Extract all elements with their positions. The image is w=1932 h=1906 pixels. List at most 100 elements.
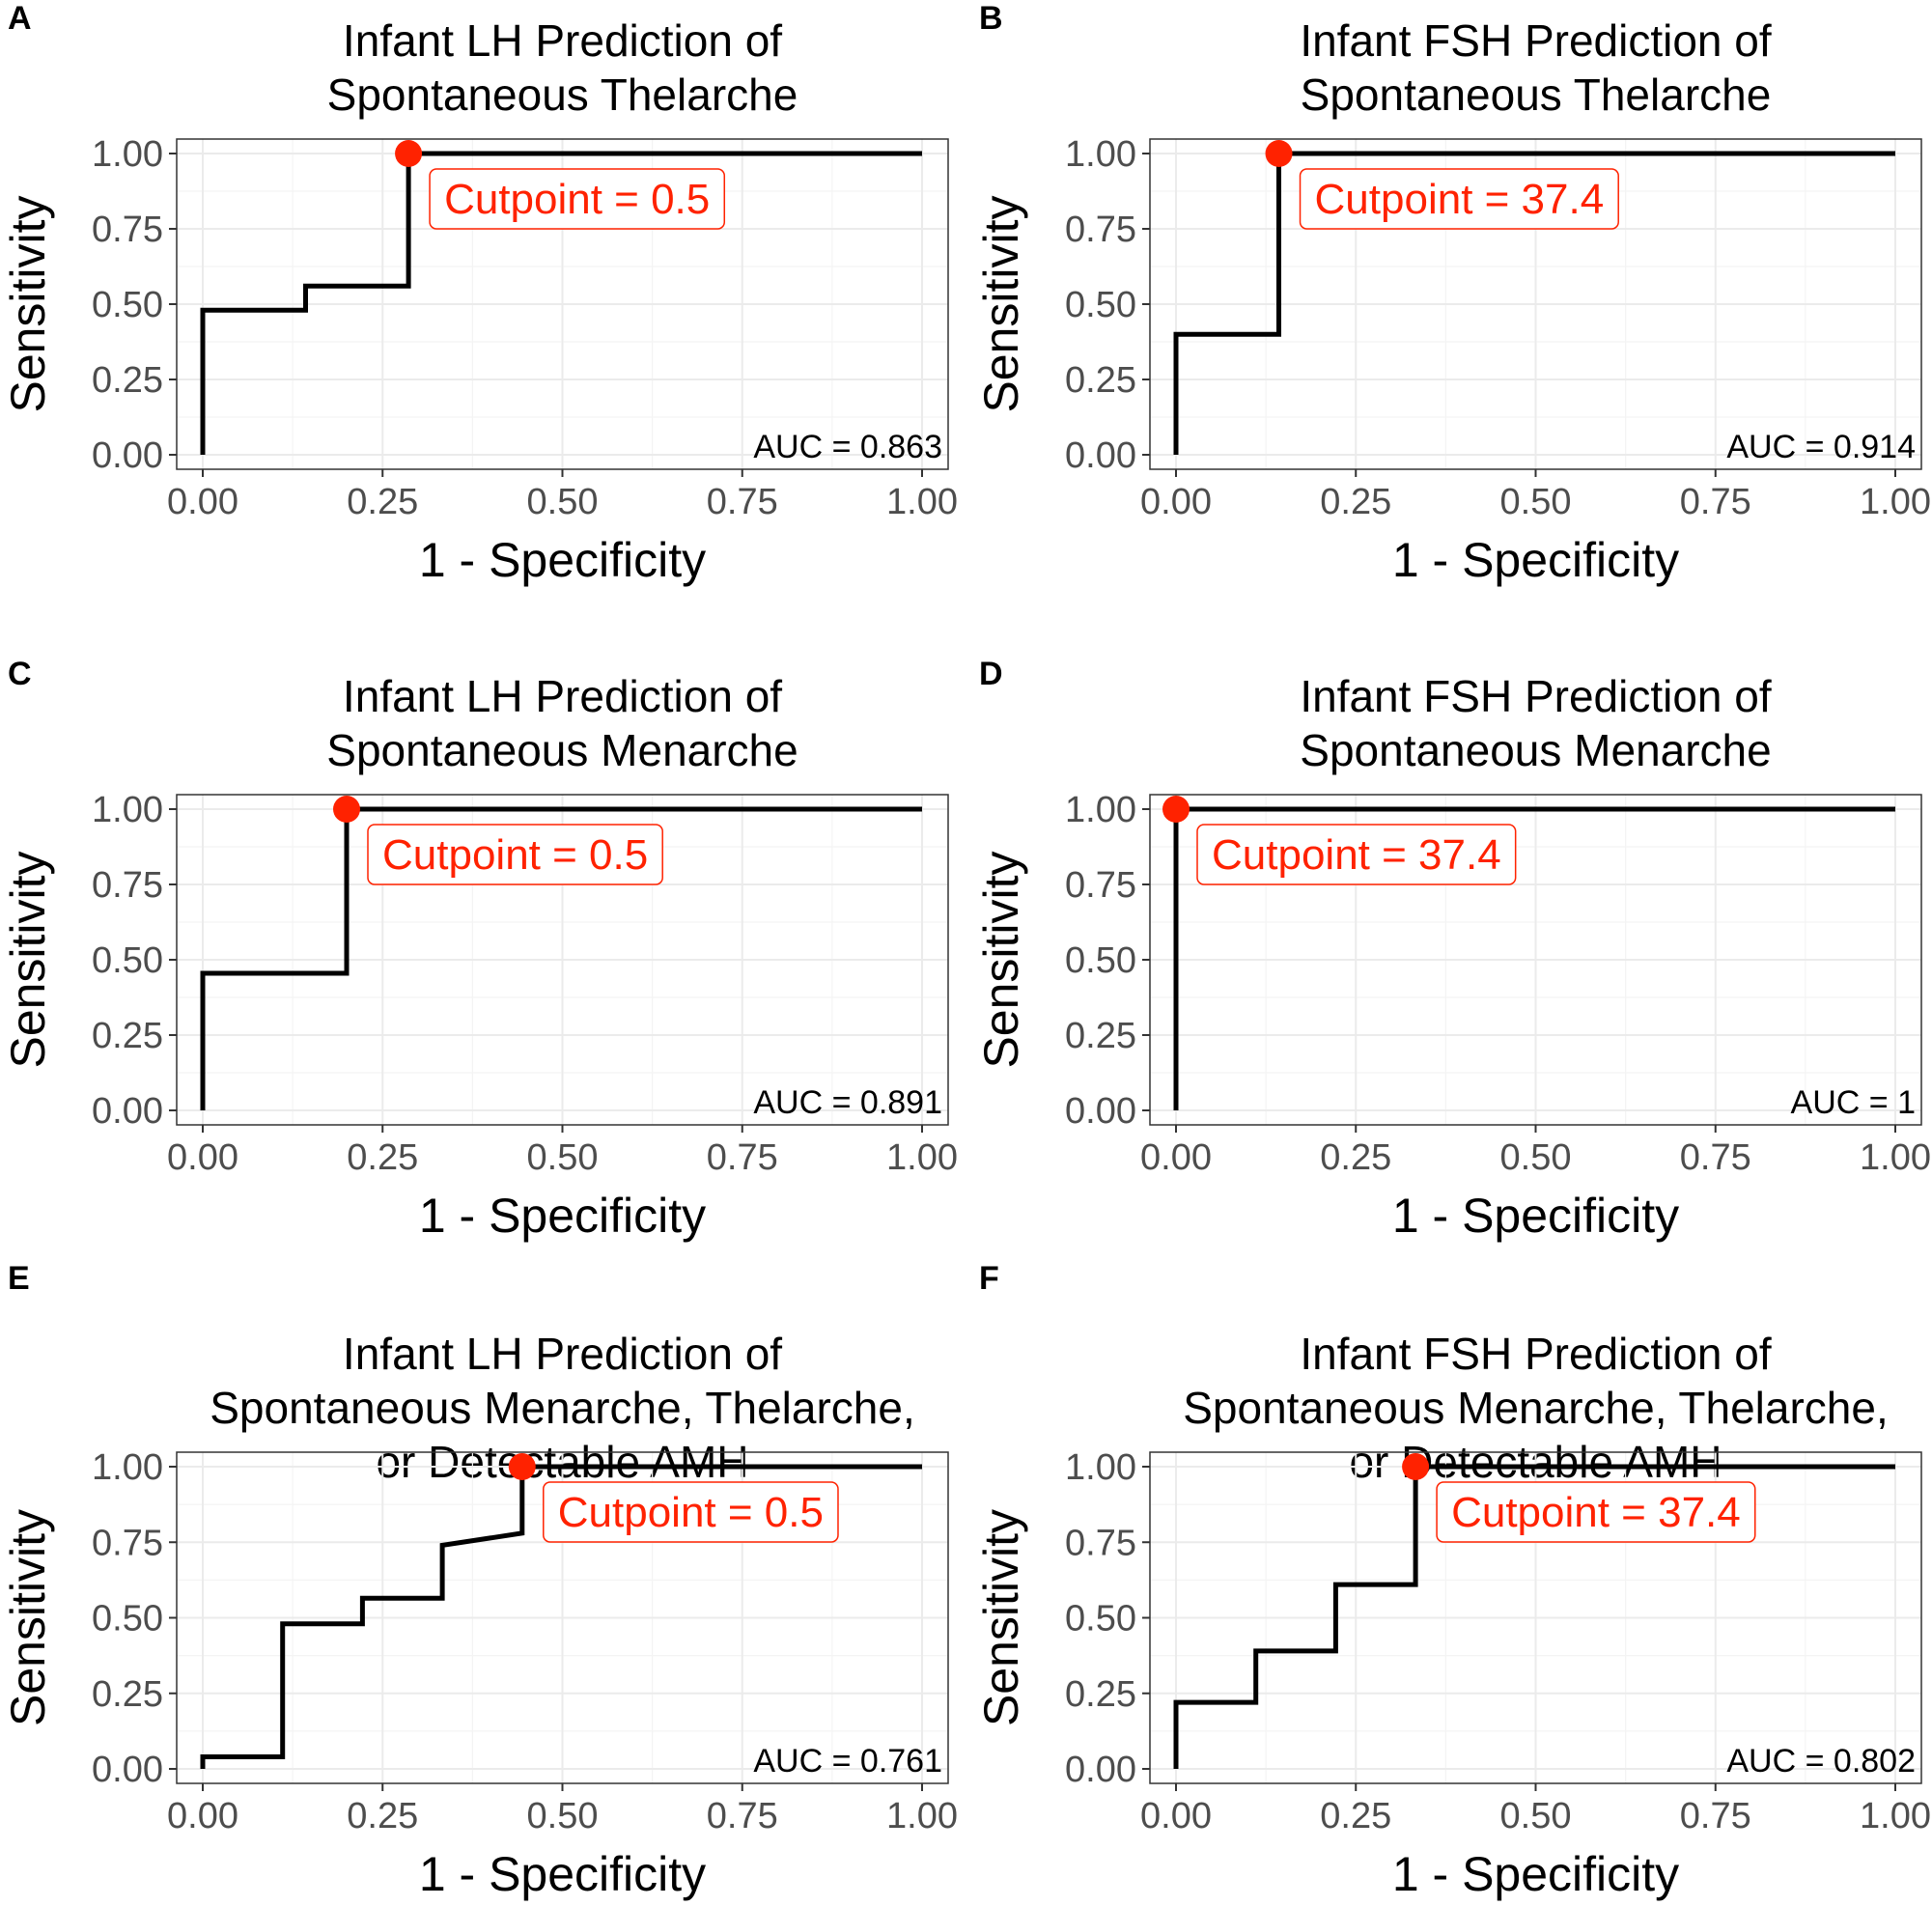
y-axis-title: Sensitivity xyxy=(974,195,1028,412)
x-tick-label: 0.75 xyxy=(1680,1796,1751,1836)
x-tick-label: 0.00 xyxy=(1140,1796,1212,1836)
y-tick-label: 0.50 xyxy=(1065,285,1136,325)
x-tick-label: 1.00 xyxy=(886,1137,958,1178)
chart-title-line: Spontaneous Menarche xyxy=(326,725,798,775)
x-axis-title: 1 - Specificity xyxy=(419,1189,706,1243)
panel-letter: A xyxy=(8,0,32,37)
y-axis-title: Sensitivity xyxy=(974,1509,1028,1726)
cutpoint-label-text: Cutpoint = 37.4 xyxy=(1451,1489,1741,1536)
roc-curve xyxy=(200,806,922,1110)
y-axis-title: Sensitivity xyxy=(1,851,55,1068)
cutpoint-label-box xyxy=(1299,168,1619,230)
x-axis-title: 1 - Specificity xyxy=(419,1847,706,1901)
x-tick-label: 1.00 xyxy=(1860,1796,1931,1836)
y-tick-label: 0.75 xyxy=(92,210,163,250)
chart-title-line: Infant FSH Prediction of xyxy=(1300,15,1772,66)
y-tick-label: 0.50 xyxy=(1065,940,1136,981)
x-tick-label: 0.25 xyxy=(1320,482,1391,522)
y-tick-label: 0.25 xyxy=(92,1674,163,1715)
cutpoint-label: Cutpoint = 0.5 xyxy=(429,168,726,230)
y-tick-label: 0.00 xyxy=(92,435,163,476)
x-tick-label: 0.25 xyxy=(1320,1796,1391,1836)
x-axis-title: 1 - Specificity xyxy=(1392,1189,1679,1243)
panel-letter: B xyxy=(979,0,1003,37)
cutpoint-label-text: Cutpoint = 37.4 xyxy=(1315,176,1605,223)
y-tick-label: 0.75 xyxy=(1065,1523,1136,1563)
y-tick-label: 0.50 xyxy=(1065,1599,1136,1640)
x-axis-title: 1 - Specificity xyxy=(1392,1847,1679,1901)
y-tick-label: 0.75 xyxy=(92,865,163,906)
cutpoint-marker xyxy=(395,140,423,167)
x-tick-label: 0.00 xyxy=(167,1796,238,1836)
y-tick-label: 1.00 xyxy=(92,1447,163,1488)
cutpoint-label-box xyxy=(543,1481,839,1543)
roc-curve xyxy=(1173,151,1895,455)
auc-label: AUC = 1 xyxy=(1791,1084,1916,1121)
x-tick-label: 0.50 xyxy=(527,1137,599,1178)
x-tick-label: 0.00 xyxy=(1140,482,1212,522)
y-axis-title: Sensitivity xyxy=(1,1509,55,1726)
y-axis-title: Sensitivity xyxy=(1,195,55,412)
cutpoint-label: Cutpoint = 0.5 xyxy=(367,824,663,885)
panel-letter: E xyxy=(8,1260,30,1297)
x-tick-label: 1.00 xyxy=(1860,1137,1931,1178)
cutpoint-label-text: Cutpoint = 0.5 xyxy=(444,176,710,223)
x-tick-label: 0.50 xyxy=(527,1796,599,1836)
x-tick-label: 0.50 xyxy=(527,482,599,522)
x-tick-label: 0.25 xyxy=(1320,1137,1391,1178)
y-tick-label: 0.25 xyxy=(1065,1016,1136,1056)
chart-title-line: Infant LH Prediction of xyxy=(343,1329,782,1379)
auc-label: AUC = 0.914 xyxy=(1726,429,1916,465)
x-tick-label: 0.25 xyxy=(347,1796,418,1836)
auc-label: AUC = 0.863 xyxy=(753,429,942,465)
x-tick-label: 0.25 xyxy=(347,1137,418,1178)
y-tick-label: 0.00 xyxy=(92,1091,163,1132)
x-tick-label: 1.00 xyxy=(886,482,958,522)
chart-title-line: Infant LH Prediction of xyxy=(343,671,782,721)
y-tick-label: 0.00 xyxy=(1065,1091,1136,1132)
y-tick-label: 1.00 xyxy=(1065,790,1136,830)
y-axis-title: Sensitivity xyxy=(974,851,1028,1068)
cutpoint-marker xyxy=(1402,1453,1430,1480)
y-tick-label: 0.00 xyxy=(1065,435,1136,476)
x-tick-label: 1.00 xyxy=(1860,482,1931,522)
x-tick-label: 0.00 xyxy=(1140,1137,1212,1178)
cutpoint-marker xyxy=(1162,796,1190,823)
cutpoint-label-text: Cutpoint = 37.4 xyxy=(1212,831,1501,879)
y-tick-label: 0.75 xyxy=(92,1523,163,1563)
cutpoint-marker xyxy=(1265,140,1293,167)
y-tick-label: 1.00 xyxy=(1065,134,1136,175)
x-tick-label: 1.00 xyxy=(886,1796,958,1836)
cutpoint-label: Cutpoint = 37.4 xyxy=(1196,824,1517,885)
chart-title-line: Spontaneous Thelarche xyxy=(327,70,798,120)
y-tick-label: 1.00 xyxy=(1065,1447,1136,1488)
x-tick-label: 0.50 xyxy=(1500,1796,1572,1836)
chart-title-line: Infant LH Prediction of xyxy=(343,15,782,66)
x-tick-label: 0.00 xyxy=(167,482,238,522)
y-tick-label: 0.50 xyxy=(92,1599,163,1640)
x-tick-label: 0.25 xyxy=(347,482,418,522)
x-tick-label: 0.75 xyxy=(707,482,778,522)
roc-curve xyxy=(1173,1464,1895,1769)
cutpoint-marker xyxy=(508,1453,536,1480)
x-axis-title: 1 - Specificity xyxy=(419,533,706,587)
roc-curve xyxy=(200,1464,922,1769)
y-tick-label: 0.75 xyxy=(1065,865,1136,906)
auc-label: AUC = 0.891 xyxy=(753,1084,942,1121)
y-tick-label: 0.25 xyxy=(92,1016,163,1056)
y-tick-label: 0.50 xyxy=(92,285,163,325)
x-tick-label: 0.50 xyxy=(1500,482,1572,522)
cutpoint-marker xyxy=(333,796,360,823)
chart-title-line: Spontaneous Menarche, Thelarche, xyxy=(1183,1383,1889,1433)
cutpoint-label-text: Cutpoint = 0.5 xyxy=(558,1489,824,1536)
chart-title-line: Spontaneous Thelarche xyxy=(1301,70,1772,120)
cutpoint-label: Cutpoint = 0.5 xyxy=(543,1481,839,1543)
y-tick-label: 0.75 xyxy=(1065,210,1136,250)
auc-label: AUC = 0.802 xyxy=(1726,1743,1916,1780)
y-tick-label: 1.00 xyxy=(92,790,163,830)
panel-letter: F xyxy=(979,1260,999,1297)
